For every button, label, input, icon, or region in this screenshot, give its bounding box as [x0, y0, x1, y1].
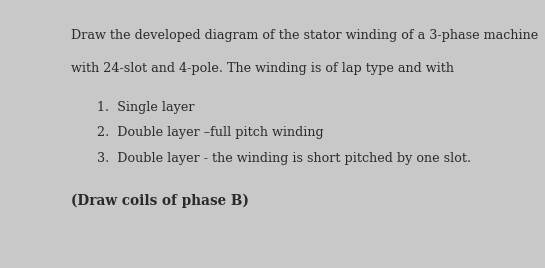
Text: 3.  Double layer - the winding is short pitched by one slot.: 3. Double layer - the winding is short p…	[97, 152, 471, 165]
Text: Draw the developed diagram of the stator winding of a 3-phase machine: Draw the developed diagram of the stator…	[71, 28, 538, 42]
Text: with 24-slot and 4-pole. The winding is of lap type and with: with 24-slot and 4-pole. The winding is …	[71, 62, 454, 75]
Text: 2.  Double layer –full pitch winding: 2. Double layer –full pitch winding	[97, 126, 324, 139]
Text: (Draw coils of phase B): (Draw coils of phase B)	[71, 193, 249, 207]
Text: 1.  Single layer: 1. Single layer	[97, 100, 195, 114]
